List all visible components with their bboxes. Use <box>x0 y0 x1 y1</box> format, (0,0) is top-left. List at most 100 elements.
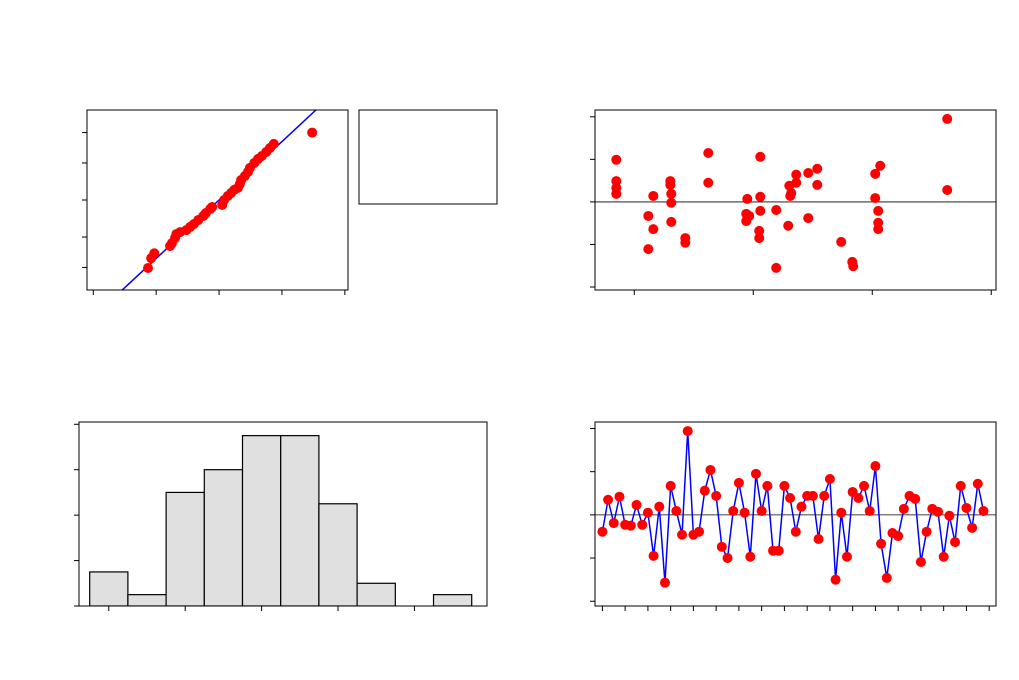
point <box>785 493 796 504</box>
point <box>773 545 784 556</box>
point <box>597 526 608 537</box>
point <box>671 505 682 516</box>
point <box>859 480 870 491</box>
point <box>722 553 733 564</box>
point <box>812 179 823 190</box>
point <box>853 493 864 504</box>
plot-frame <box>594 421 997 607</box>
point <box>796 501 807 512</box>
bar <box>280 435 320 606</box>
panel <box>121 110 318 290</box>
point <box>942 113 953 124</box>
point <box>813 534 824 545</box>
bar <box>241 435 282 606</box>
point <box>870 461 881 472</box>
point <box>870 193 881 204</box>
point <box>643 210 654 221</box>
point <box>875 160 886 171</box>
point <box>680 237 691 248</box>
bar <box>127 594 167 606</box>
point <box>950 537 961 548</box>
point <box>665 480 676 491</box>
plot-frame <box>594 109 997 291</box>
point <box>666 188 677 199</box>
point <box>648 224 659 235</box>
point <box>876 538 887 549</box>
bar <box>203 469 244 606</box>
point <box>819 490 830 501</box>
point <box>711 490 722 501</box>
point <box>614 491 625 502</box>
point <box>836 507 847 518</box>
point <box>807 490 818 501</box>
point <box>648 550 659 561</box>
point <box>836 236 847 247</box>
point <box>268 138 279 149</box>
point <box>978 505 989 516</box>
point <box>643 244 654 255</box>
point <box>642 507 653 518</box>
point <box>756 505 767 516</box>
plot-frame <box>86 109 349 291</box>
bar <box>356 582 396 606</box>
point <box>750 468 761 479</box>
point <box>881 572 892 583</box>
panel <box>89 435 473 606</box>
point <box>665 176 676 187</box>
point <box>942 185 953 195</box>
point <box>791 177 802 188</box>
point <box>915 556 926 567</box>
bar <box>318 503 358 606</box>
point <box>143 263 154 274</box>
bar <box>432 594 473 606</box>
plot-frame <box>78 421 488 607</box>
point <box>755 191 766 202</box>
point <box>893 531 904 542</box>
point <box>771 205 782 215</box>
point <box>783 220 794 231</box>
point <box>771 262 782 273</box>
point <box>666 197 677 208</box>
point <box>207 201 218 212</box>
series-line <box>601 431 985 583</box>
point <box>149 248 160 259</box>
point <box>754 233 765 244</box>
panel <box>595 113 996 273</box>
point <box>694 526 705 537</box>
point <box>631 499 642 510</box>
point <box>705 464 716 475</box>
point <box>659 577 670 588</box>
point <box>637 519 648 530</box>
point <box>611 154 622 165</box>
point <box>830 574 841 585</box>
point <box>873 224 884 235</box>
point <box>961 502 972 513</box>
point <box>870 168 881 179</box>
point <box>716 541 727 552</box>
point <box>873 205 884 216</box>
point <box>898 503 909 514</box>
point <box>944 510 955 521</box>
point <box>625 520 636 531</box>
point <box>779 480 790 491</box>
point <box>608 518 619 529</box>
point <box>910 493 921 504</box>
point <box>848 261 859 272</box>
point <box>603 494 614 505</box>
point <box>921 526 932 537</box>
point <box>677 529 688 540</box>
point <box>790 526 801 537</box>
point <box>938 551 949 562</box>
point <box>812 163 823 174</box>
point <box>739 507 750 518</box>
point <box>654 501 665 512</box>
point <box>803 167 814 178</box>
point <box>742 193 753 204</box>
point <box>932 506 943 517</box>
bar <box>89 571 129 606</box>
point <box>648 190 659 201</box>
point <box>703 147 714 158</box>
point <box>733 477 744 488</box>
